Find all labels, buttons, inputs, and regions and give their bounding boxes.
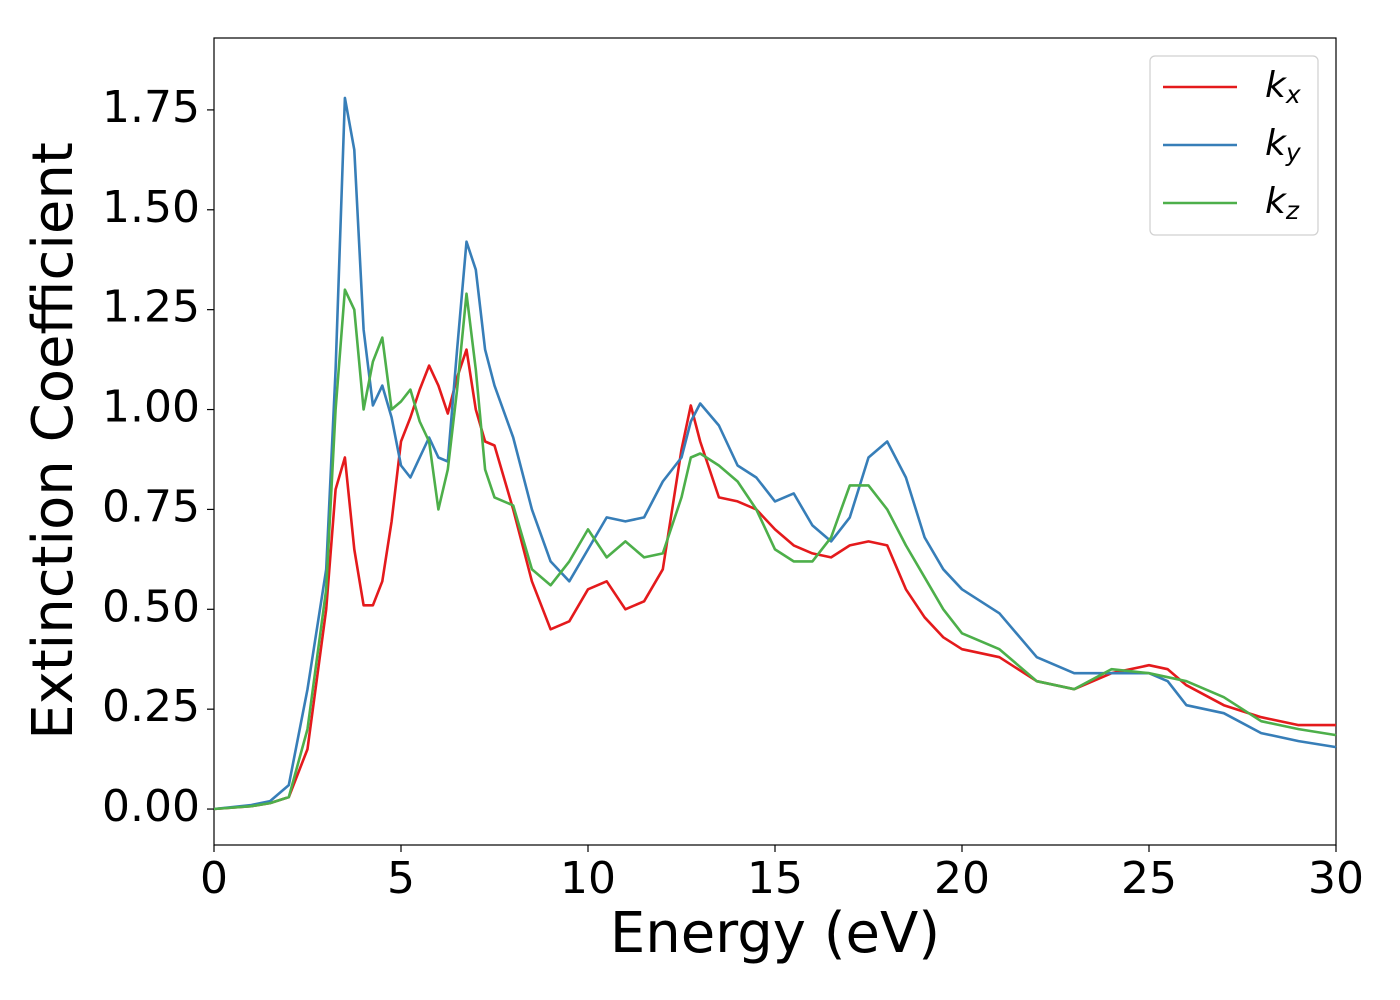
x-tick-label: 0 <box>200 853 228 904</box>
line-series <box>213 96 1337 811</box>
x-axis-title: Energy (eV) <box>610 901 940 966</box>
y-axis-title: Extinction Coefficient <box>21 142 86 740</box>
line-series <box>213 288 1337 811</box>
y-tick-label: 0.75 <box>102 481 200 532</box>
y-tick-label: 0.25 <box>102 681 200 732</box>
y-tick-label: 1.00 <box>102 382 200 433</box>
legend: kx ky kz <box>1149 55 1319 236</box>
legend-label: kx <box>1265 65 1301 109</box>
y-tick-label: 1.25 <box>102 282 200 333</box>
legend-label: kz <box>1265 181 1300 225</box>
x-tick-label: 25 <box>1121 853 1177 904</box>
x-tick-label: 15 <box>747 853 803 904</box>
legend-label: ky <box>1265 123 1302 167</box>
y-tick-label: 0.50 <box>102 581 200 632</box>
line-series <box>213 348 1336 811</box>
x-tick-label: 5 <box>387 853 415 904</box>
y-tick-label: 0.00 <box>102 781 200 832</box>
y-tick-label: 1.75 <box>102 82 200 133</box>
x-tick-label: 30 <box>1308 853 1364 904</box>
y-tick-label: 1.50 <box>102 182 200 233</box>
x-tick-label: 20 <box>934 853 990 904</box>
x-tick-label: 10 <box>560 853 616 904</box>
